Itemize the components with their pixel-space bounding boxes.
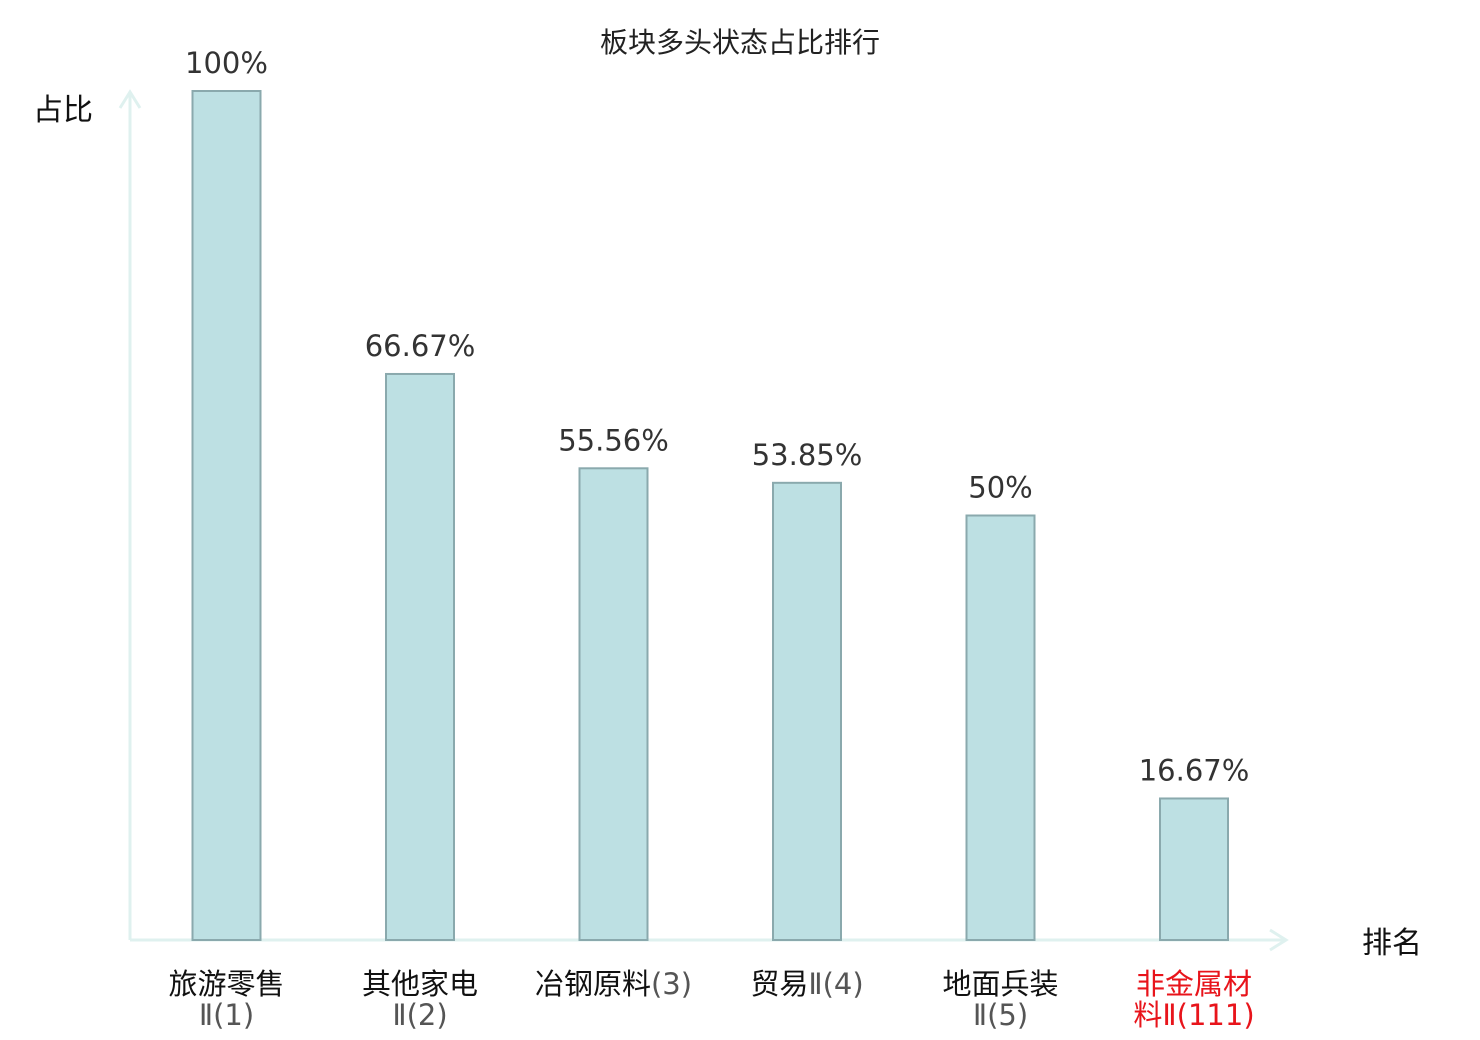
bars-group <box>191 90 1229 942</box>
bar <box>1159 797 1229 941</box>
x-tick-label-line2: 料Ⅱ(111) <box>1133 998 1254 1032</box>
bar <box>772 481 842 941</box>
data-label: 50% <box>968 471 1032 505</box>
bar <box>191 90 262 941</box>
chart-title: 板块多头状态占比排行 <box>600 26 880 59</box>
x-tick-label-prefix: 料 <box>1133 998 1162 1032</box>
data-label: 100% <box>185 46 268 80</box>
x-tick-label-rank: Ⅱ(2) <box>392 998 447 1032</box>
x-tick-label-rank: Ⅱ(5) <box>973 998 1028 1032</box>
x-tick-label: 冶钢原料(3) <box>535 967 692 1001</box>
x-axis <box>130 928 1289 952</box>
x-axis-label: 排名 <box>1362 926 1422 961</box>
x-tick-label-rank: (3) <box>651 967 692 1001</box>
x-tick-label: 地面兵装 <box>942 967 1058 1001</box>
bar <box>965 514 1036 941</box>
data-label: 16.67% <box>1139 753 1250 787</box>
x-tick-label: 非金属材 <box>1136 967 1252 1001</box>
y-axis-label: 占比 <box>33 93 93 128</box>
x-tick-label-rank: Ⅱ(4) <box>808 967 863 1001</box>
x-tick-label: 旅游零售 <box>168 967 284 1001</box>
x-tick-label: 贸易Ⅱ(4) <box>750 967 863 1001</box>
x-tick-label-line2: Ⅱ(2) <box>392 998 447 1032</box>
data-labels-group: 100% 66.67% 55.56% 53.85% 50% 16.67% <box>185 46 1249 787</box>
x-tick-label-rank: Ⅱ(1) <box>199 998 254 1032</box>
x-tick-label-rank: Ⅱ(111) <box>1162 998 1254 1032</box>
data-label: 55.56% <box>558 423 669 457</box>
bar <box>578 467 649 941</box>
x-tick-label-line2: Ⅱ(5) <box>973 998 1028 1032</box>
x-tick-label: 其他家电 <box>362 967 478 1001</box>
data-label: 66.67% <box>365 329 476 363</box>
x-tick-label-name: 贸易 <box>750 967 808 1001</box>
x-tick-label-line2: Ⅱ(1) <box>199 998 254 1032</box>
x-tick-label-name: 冶钢原料 <box>535 967 651 1001</box>
data-label: 53.85% <box>752 438 863 472</box>
bar <box>385 372 455 942</box>
y-axis <box>118 89 142 940</box>
